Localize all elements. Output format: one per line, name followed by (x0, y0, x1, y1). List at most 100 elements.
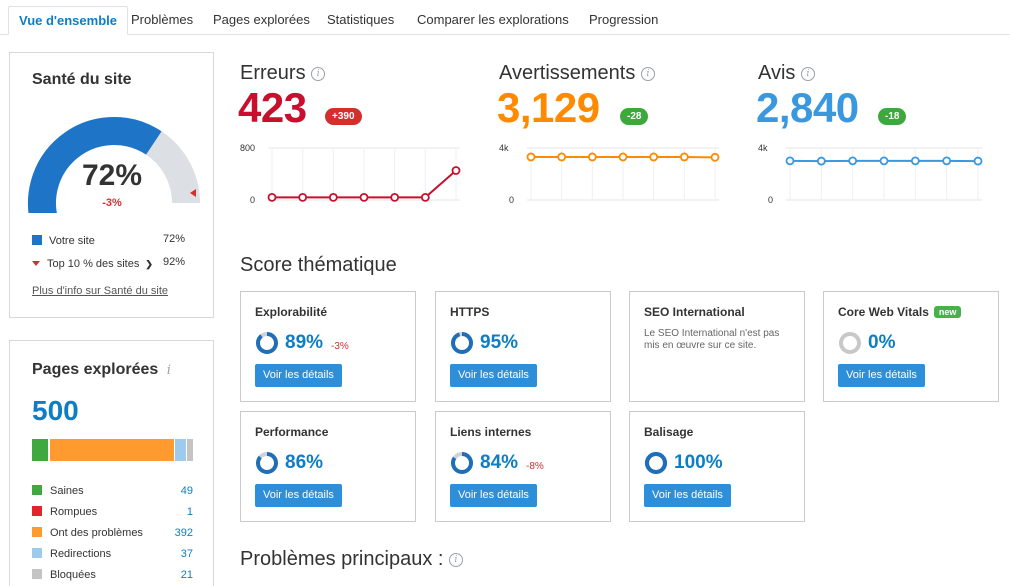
data-point[interactable] (587, 152, 597, 162)
warnings-count[interactable]: 3,129 (497, 84, 600, 131)
data-point[interactable] (390, 192, 400, 202)
crawled-legend-row: Saines 49 (32, 483, 193, 499)
info-icon[interactable]: i (640, 66, 655, 81)
thematic-card-title-text: Balisage (644, 425, 694, 439)
view-details-button[interactable]: Voir les détails (838, 364, 925, 387)
tab-overview[interactable]: Vue d'ensemble (8, 6, 128, 35)
top-issues-title-text: Problèmes principaux : (240, 548, 444, 570)
legend-your-site-value: 72% (162, 233, 185, 245)
site-health-info-link[interactable]: Plus d'info sur Santé du site (32, 285, 169, 297)
crawled-legend-row: Redirections 37 (32, 546, 193, 562)
crawled-legend-label: Ont des problèmes (50, 527, 143, 539)
data-point[interactable] (420, 192, 430, 202)
thematic-card-title-text: Core Web Vitals (838, 305, 929, 319)
data-point[interactable] (526, 152, 536, 162)
tab-bar: Vue d'ensemble Problèmes Pages explorées… (0, 0, 1010, 35)
crawled-legend-row: Ont des problèmes 392 (32, 525, 193, 541)
site-health-title: Santé du site (32, 71, 132, 88)
notices-count[interactable]: 2,840 (756, 84, 859, 131)
crawled-bar-segment[interactable] (47, 439, 49, 461)
tab-compare-crawls[interactable]: Comparer les explorations (417, 12, 569, 27)
info-icon[interactable]: i (800, 66, 815, 81)
view-details-button[interactable]: Voir les détails (644, 484, 731, 507)
crawled-legend-value[interactable]: 21 (180, 569, 193, 581)
data-point[interactable] (679, 152, 689, 162)
legend-swatch (32, 548, 42, 558)
errors-count[interactable]: 423 (238, 84, 307, 131)
data-point[interactable] (879, 156, 889, 166)
thematic-card-title-text: Performance (255, 425, 329, 439)
legend-swatch (32, 569, 42, 579)
crawled-legend-row: Bloquées 21 (32, 567, 193, 583)
data-point[interactable] (785, 156, 795, 166)
crawled-legend-value[interactable]: 392 (174, 527, 193, 539)
view-details-button[interactable]: Voir les détails (255, 484, 342, 507)
info-icon[interactable]: i (166, 363, 171, 378)
your-site-swatch (32, 235, 42, 245)
crawled-bar-segment[interactable] (32, 439, 48, 461)
crawled-bar-segment[interactable] (174, 439, 187, 461)
axis-tick-label: 4k (758, 143, 768, 153)
crawled-bar-segment[interactable] (48, 439, 175, 461)
data-point[interactable] (328, 192, 338, 202)
warnings-title-text: Avertissements (499, 62, 636, 84)
score-ring-icon (839, 332, 861, 354)
site-health-delta: -3% (102, 197, 122, 209)
info-icon[interactable]: i (311, 66, 326, 81)
tab-issues[interactable]: Problèmes (131, 12, 194, 27)
errors-delta-badge: +390 (325, 108, 362, 125)
data-point[interactable] (973, 156, 983, 166)
errors-title-text: Erreurs (240, 62, 306, 84)
crawled-legend-value[interactable]: 49 (180, 485, 193, 497)
legend-top10[interactable]: Top 10 % des sites ❯ (32, 256, 153, 272)
data-point[interactable] (451, 166, 461, 175)
view-details-button[interactable]: Voir les détails (450, 364, 537, 387)
thematic-score: 89% -3% (255, 330, 349, 356)
data-point[interactable] (267, 192, 277, 202)
data-point[interactable] (710, 152, 720, 162)
data-point[interactable] (649, 152, 659, 162)
crawled-pages-bar (32, 439, 193, 461)
thematic-card: Explorabilité 89% -3% Voir les détails (240, 291, 416, 402)
crawled-legend-value[interactable]: 37 (180, 548, 193, 560)
thematic-card-title: SEO International (644, 305, 745, 319)
data-point[interactable] (557, 152, 567, 162)
chevron-down-icon[interactable]: ❯ (145, 259, 153, 269)
thematic-score: 100% (644, 450, 723, 476)
thematic-score-percent: 84% (480, 452, 519, 473)
warnings-title: Avertissements i (499, 62, 655, 85)
view-details-button[interactable]: Voir les détails (450, 484, 537, 507)
thematic-card-title-text: SEO International (644, 305, 745, 319)
thematic-card: HTTPS 95% Voir les détails (435, 291, 611, 402)
crawled-pages-total[interactable]: 500 (32, 395, 79, 426)
legend-swatch (32, 485, 42, 495)
data-point[interactable] (359, 192, 369, 202)
axis-tick-label: 800 (240, 143, 255, 153)
data-point[interactable] (816, 156, 826, 166)
data-point[interactable] (848, 156, 858, 166)
data-point[interactable] (298, 192, 308, 202)
tab-progress[interactable]: Progression (589, 12, 659, 27)
crawled-legend-value[interactable]: 1 (186, 506, 193, 518)
crawled-bar-segment[interactable] (186, 439, 193, 461)
crawled-pages-title: Pages explorées i (32, 361, 171, 379)
info-icon[interactable]: i (449, 552, 463, 567)
thematic-score-delta: -8% (526, 460, 544, 472)
thematic-score-delta: -3% (331, 340, 349, 352)
data-point[interactable] (910, 156, 920, 166)
crawled-pages-panel: Pages explorées i 500 Saines 49 Rompues 1 On… (9, 340, 214, 586)
thematic-card-note: Le SEO International n'est pas mis en œu… (644, 328, 780, 351)
legend-swatch (32, 527, 42, 537)
notices-sparkline: 4k 0 (758, 143, 983, 205)
errors-sparkline: 800 0 (240, 143, 461, 205)
view-details-button[interactable]: Voir les détails (255, 364, 342, 387)
data-point[interactable] (618, 152, 628, 162)
thematic-card-title: HTTPS (450, 305, 489, 319)
thematic-card-title: Core Web Vitals new (838, 305, 962, 319)
data-point[interactable] (942, 156, 952, 166)
tab-crawled-pages[interactable]: Pages explorées (213, 12, 310, 27)
thematic-score: 0% (838, 330, 895, 356)
thematic-card-title: Performance (255, 425, 328, 439)
score-ring-icon (451, 452, 473, 474)
tab-statistics[interactable]: Statistiques (327, 12, 395, 27)
